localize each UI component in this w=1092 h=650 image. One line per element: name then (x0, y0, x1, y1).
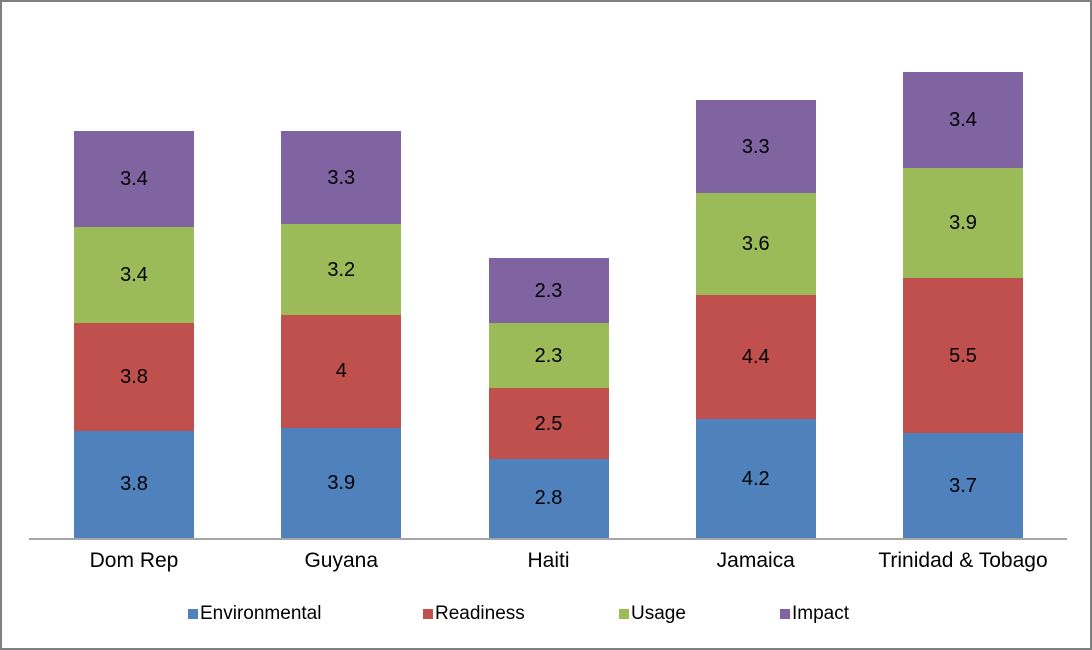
value-label-haiti-usage: 2.3 (534, 344, 563, 367)
value-label-dom-rep-usage: 3.4 (120, 264, 148, 287)
bar-segment-guyana-impact[interactable]: 3.3 (281, 131, 402, 225)
bar-segment-haiti-impact[interactable]: 2.3 (488, 258, 609, 324)
bar-segment-dom-rep-usage[interactable]: 3.4 (74, 227, 194, 324)
value-label-dom-rep-environmental: 3.8 (120, 473, 148, 496)
legend-label-impact: Impact (792, 603, 850, 624)
value-label-dom-rep-impact: 3.4 (120, 168, 148, 191)
bar-segment-haiti-readiness[interactable]: 2.5 (488, 388, 609, 459)
value-label-guyana-readiness: 4 (335, 360, 347, 383)
legend-label-usage: Usage (631, 603, 686, 624)
bar-segment-dom-rep-environmental[interactable]: 3.8 (74, 430, 194, 538)
legend-item-environmental[interactable]: Environmental (188, 602, 321, 626)
bar-segment-jamaica-environmental[interactable]: 4.2 (695, 419, 816, 538)
legend-label-environmental: Environmental (200, 603, 322, 624)
value-label-dom-rep-readiness: 3.8 (120, 365, 148, 388)
legend: Environmental Readiness Usage Impact (2, 602, 1090, 628)
legend-item-usage[interactable]: Usage (619, 602, 686, 626)
legend-item-impact[interactable]: Impact (780, 602, 849, 626)
bar-segment-haiti-usage[interactable]: 2.3 (488, 323, 609, 389)
legend-item-readiness[interactable]: Readiness (423, 602, 525, 626)
value-label-trinidad-tobago-usage: 3.9 (949, 211, 977, 234)
value-label-guyana-usage: 3.2 (327, 258, 356, 281)
x-axis-label-trinidad-tobago: Trinidad & Tobago (878, 549, 1048, 572)
value-label-jamaica-usage: 3.6 (741, 233, 770, 256)
value-label-trinidad-tobago-environmental: 3.7 (949, 474, 977, 497)
bar-segment-jamaica-usage[interactable]: 3.6 (695, 193, 816, 295)
bar-segment-dom-rep-impact[interactable]: 3.4 (74, 131, 194, 228)
x-axis-label-dom-rep: Dom Rep (89, 549, 179, 572)
value-label-jamaica-environmental: 4.2 (741, 467, 770, 490)
x-axis-label-haiti: Haiti (527, 549, 570, 572)
legend-label-readiness: Readiness (435, 603, 525, 624)
x-axis-line (29, 538, 1067, 540)
value-label-haiti-environmental: 2.8 (534, 487, 563, 510)
value-label-trinidad-tobago-impact: 3.4 (949, 108, 977, 131)
legend-swatch-impact (780, 609, 790, 619)
bar-segment-trinidad-tobago-impact[interactable]: 3.4 (903, 71, 1023, 168)
legend-swatch-environmental (188, 609, 198, 619)
bar-segment-guyana-environmental[interactable]: 3.9 (281, 427, 402, 538)
legend-swatch-usage (619, 609, 629, 619)
x-axis-label-jamaica: Jamaica (716, 549, 795, 572)
bar-segment-guyana-readiness[interactable]: 4 (281, 314, 402, 428)
bar-segment-haiti-environmental[interactable]: 2.8 (488, 458, 609, 538)
x-axis-label-guyana: Guyana (304, 549, 379, 572)
legend-swatch-readiness (423, 609, 433, 619)
value-label-haiti-impact: 2.3 (534, 279, 563, 302)
bar-segment-jamaica-readiness[interactable]: 4.4 (695, 294, 816, 420)
bar-segment-dom-rep-readiness[interactable]: 3.8 (74, 323, 194, 431)
bar-segment-trinidad-tobago-environmental[interactable]: 3.7 (903, 433, 1023, 538)
value-label-guyana-impact: 3.3 (327, 166, 356, 189)
value-label-jamaica-impact: 3.3 (741, 135, 770, 158)
value-label-trinidad-tobago-readiness: 5.5 (949, 344, 977, 367)
bar-segment-jamaica-impact[interactable]: 3.3 (695, 99, 816, 194)
bar-segment-guyana-usage[interactable]: 3.2 (281, 224, 402, 315)
value-label-jamaica-readiness: 4.4 (741, 346, 770, 369)
bar-segment-trinidad-tobago-readiness[interactable]: 5.5 (903, 278, 1023, 434)
value-label-haiti-readiness: 2.5 (534, 412, 563, 435)
value-label-guyana-environmental: 3.9 (327, 471, 356, 494)
bar-segment-trinidad-tobago-usage[interactable]: 3.9 (903, 167, 1023, 278)
